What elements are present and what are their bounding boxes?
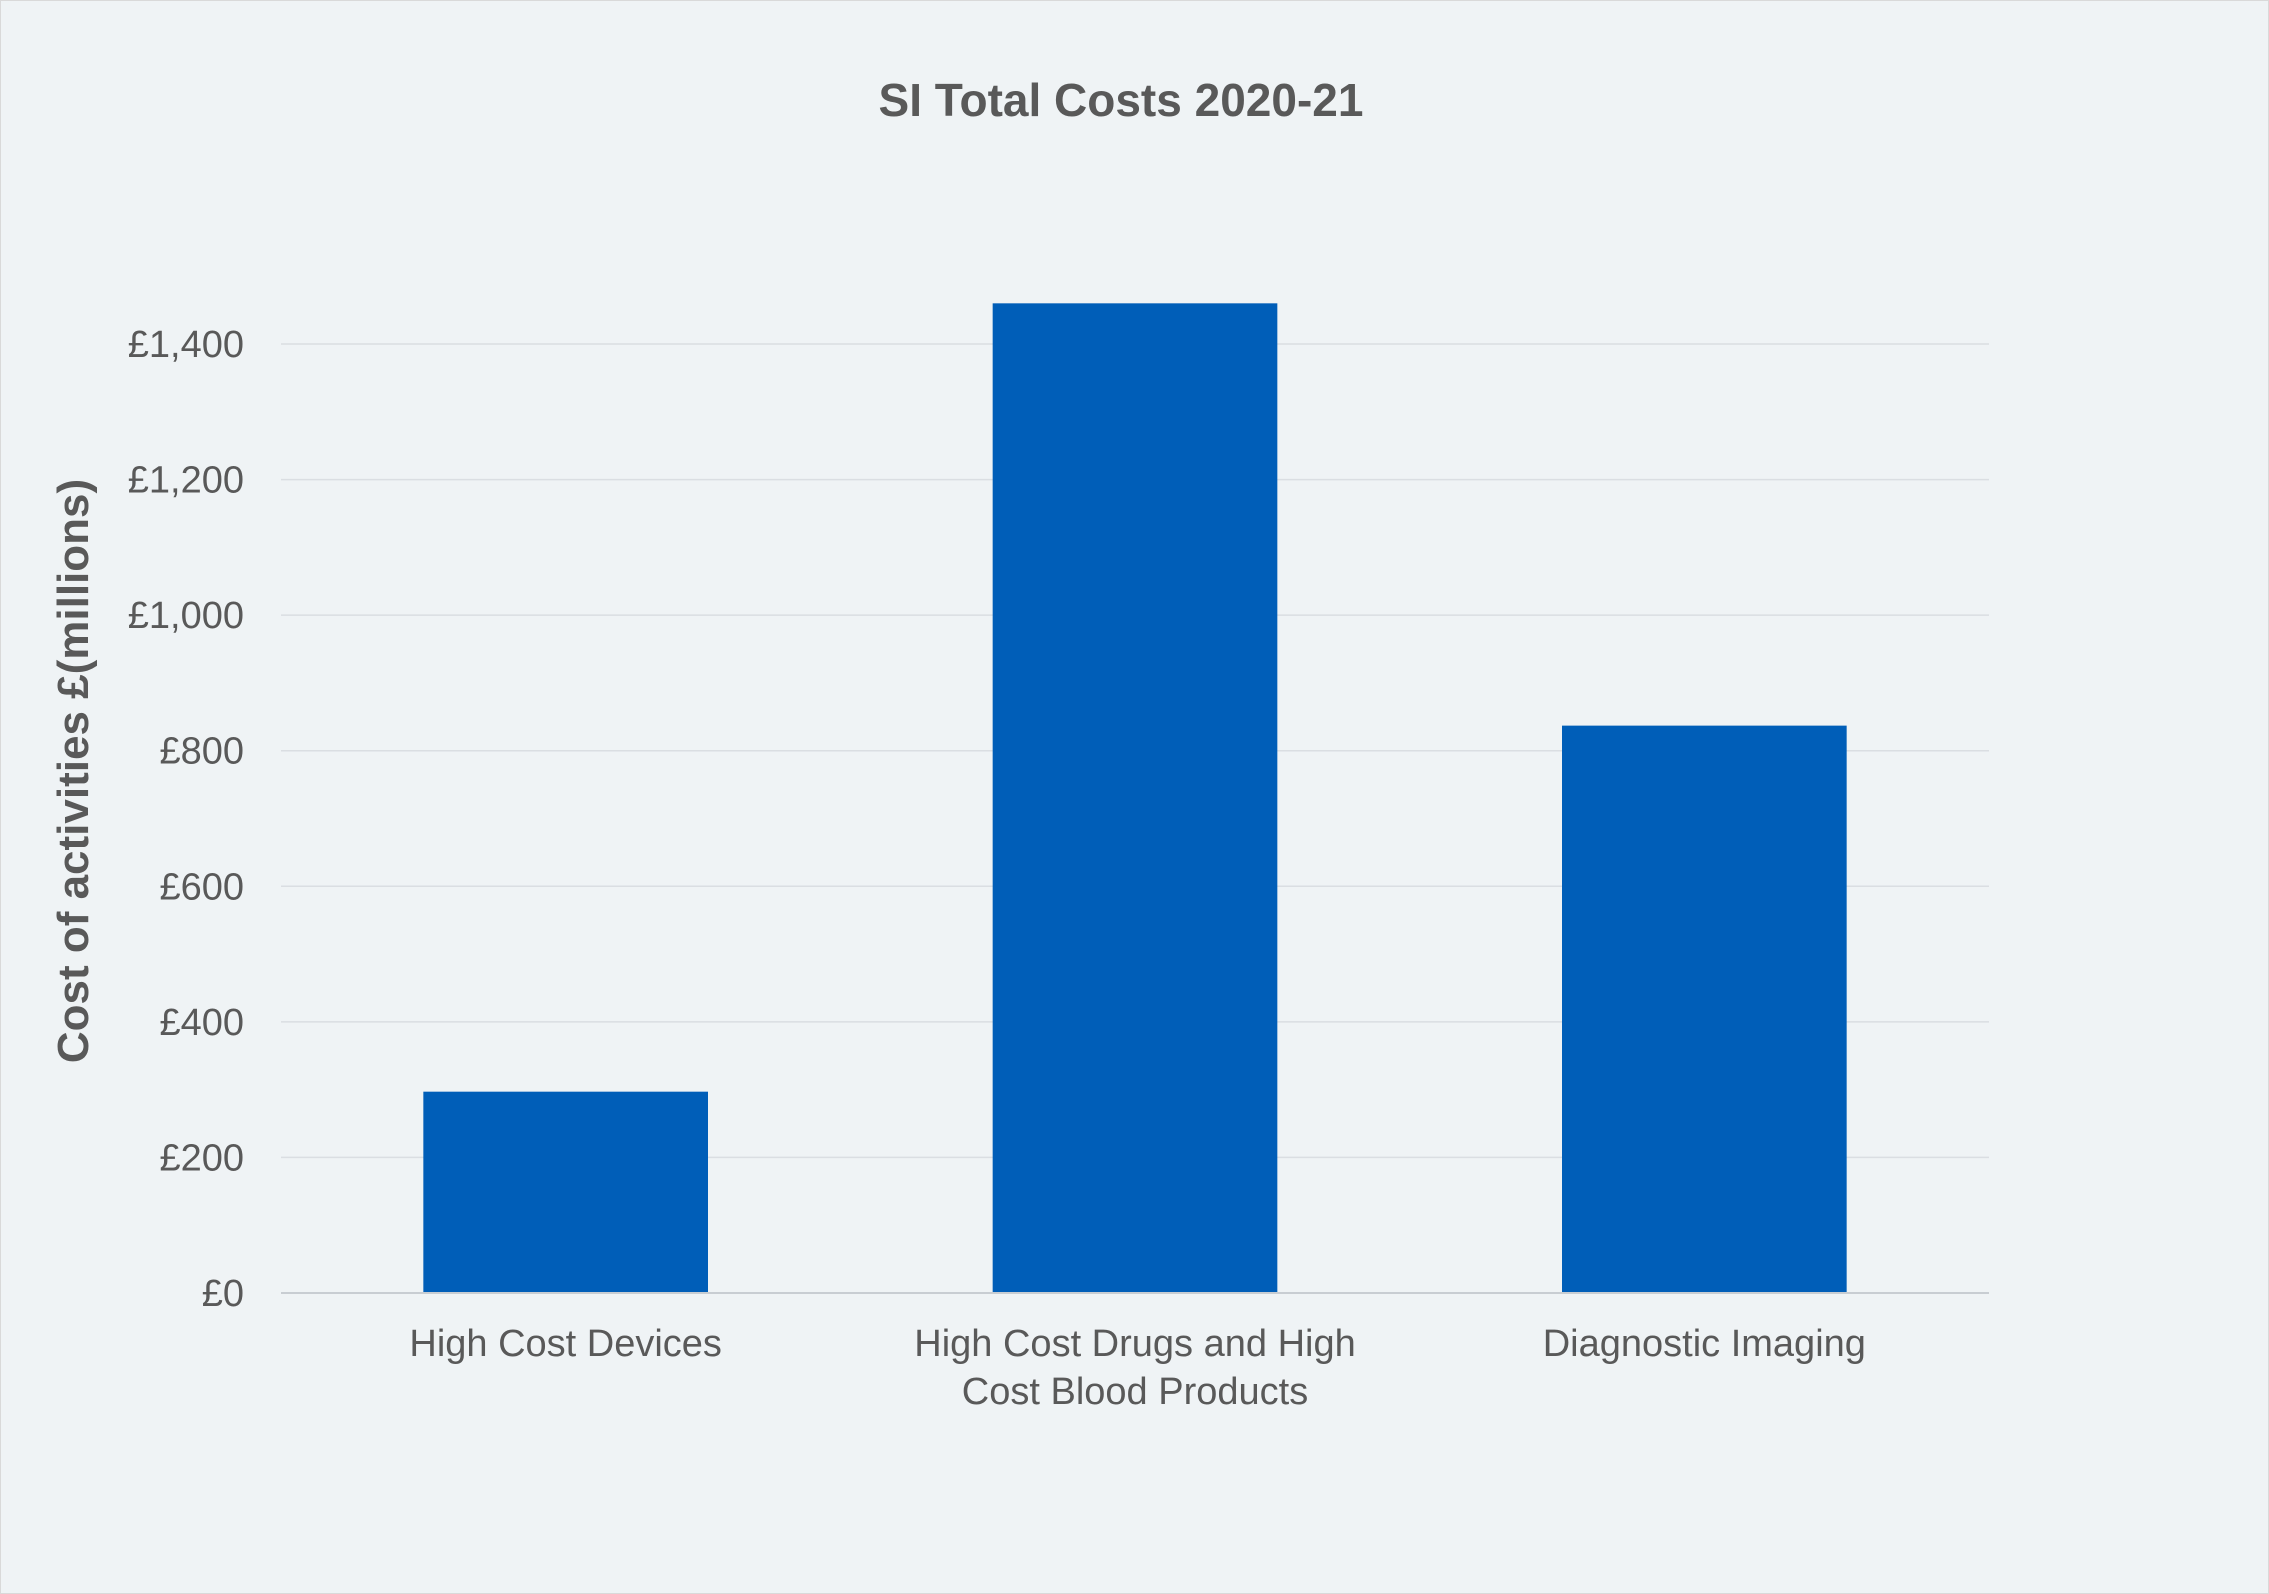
chart-title: SI Total Costs 2020-21 (879, 74, 1364, 126)
y-tick-label: £600 (159, 866, 244, 908)
x-category-label: Diagnostic Imaging (1543, 1323, 1866, 1365)
y-axis-title: Cost of activities £(millions) (49, 479, 98, 1063)
y-tick-label: £400 (159, 1002, 244, 1044)
x-category-label: Cost Blood Products (962, 1371, 1308, 1413)
y-tick-label: £1,400 (128, 324, 244, 366)
x-category-label: High Cost Drugs and High (914, 1323, 1355, 1365)
y-tick-label: £1,000 (128, 595, 244, 637)
y-tick-label: £200 (159, 1137, 244, 1179)
bar (423, 1091, 708, 1293)
bar (1562, 725, 1847, 1293)
bars (423, 303, 1847, 1293)
x-axis-categories: High Cost Devices High Cost Drugs and Hig… (409, 1323, 1866, 1413)
bar (992, 303, 1278, 1293)
y-tick-label: £800 (159, 731, 244, 773)
x-category-label: High Cost Devices (409, 1323, 722, 1365)
y-tick-label: £0 (202, 1273, 244, 1315)
y-axis-ticks: £0 £200 £400 £600 £800 £1,000 £1,200 £1,400 (128, 324, 244, 1315)
y-tick-label: £1,200 (128, 460, 244, 502)
